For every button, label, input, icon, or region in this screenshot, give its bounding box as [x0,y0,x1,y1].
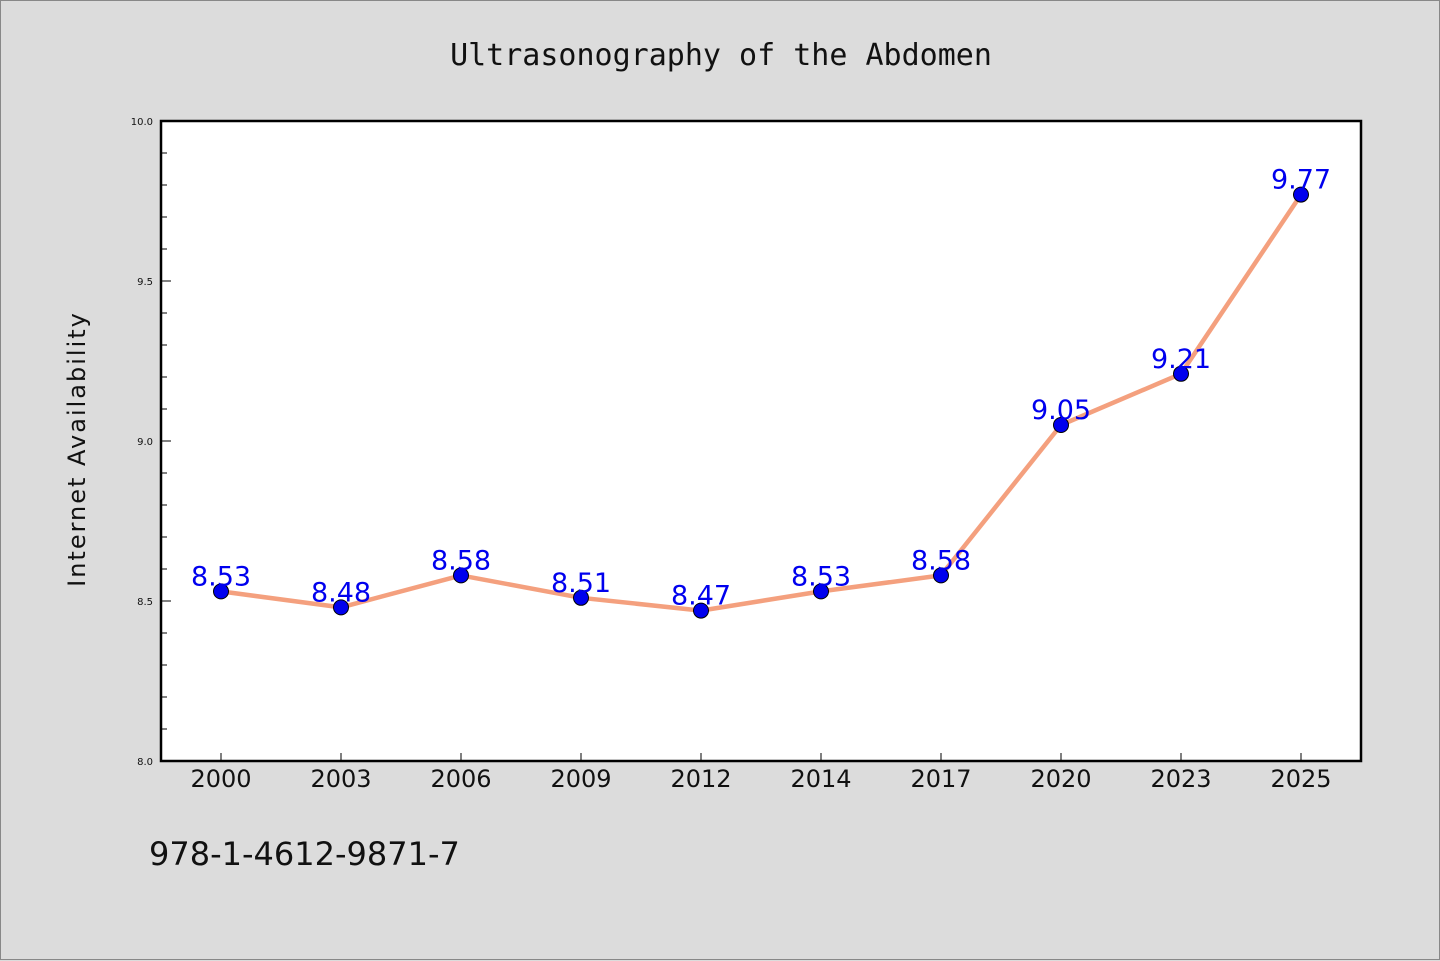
data-point [933,567,949,584]
data-label: 8.53 [791,561,851,592]
data-point [333,599,349,616]
chart-title: Ultrasonography of the Abdomen [450,38,992,73]
x-tick-label: 2009 [550,765,611,793]
data-point [453,567,469,584]
data-label: 8.58 [911,545,971,576]
data-label: 8.58 [431,545,491,576]
y-tick-label: 9.5 [137,277,153,288]
data-label: 8.47 [671,581,731,612]
series-group: 8.53 8.48 8.58 8.51 8.47 8.53 8.58 9.05 9.21 9.77 [191,165,1331,619]
x-tick-label: 2014 [790,765,851,793]
plot-area [161,121,1361,761]
x-tick-label: 2025 [1270,765,1331,793]
x-tick-label: 2023 [1150,765,1211,793]
x-tick-label: 2006 [430,765,491,793]
data-point [1293,186,1309,203]
x-tick-label: 2020 [1030,765,1091,793]
y-tick-label: 8.5 [137,597,153,608]
x-tick-label: 2017 [910,765,971,793]
y-axis-label: Internet Availability [63,311,91,587]
data-point [1173,365,1189,382]
x-axis: 2000 2003 2006 2009 2012 2014 2017 2020 2023 2025 [190,753,1332,793]
x-tick-label: 2012 [670,765,731,793]
data-point [1053,417,1069,433]
data-label: 8.48 [311,577,371,608]
x-tick-label: 2003 [310,765,371,793]
y-tick-label: 10.0 [131,117,153,128]
y-tick-label: 8.0 [137,757,153,768]
data-point [213,583,229,600]
data-label: 9.77 [1271,165,1331,196]
y-tick-label: 9.0 [137,437,153,448]
data-label: 8.53 [191,561,251,592]
series-line [218,192,1304,613]
data-point [573,589,589,606]
data-point [693,602,709,619]
x-tick-label: 2000 [190,765,251,793]
footer-isbn: 978-1-4612-9871-7 [149,835,460,873]
data-label: 9.21 [1151,344,1211,375]
data-label: 9.05 [1031,395,1091,426]
plot-frame [159,119,1363,763]
data-label: 8.51 [551,568,611,599]
data-point [813,583,829,600]
